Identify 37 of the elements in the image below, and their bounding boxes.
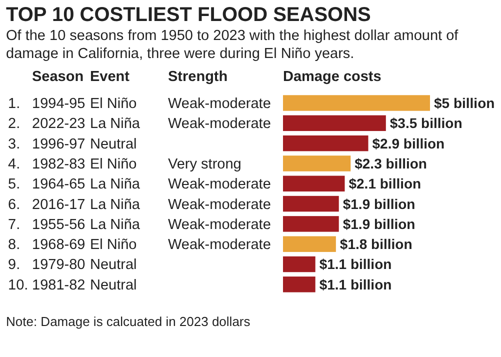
bar (283, 176, 345, 192)
data-label: $1.1 billion (319, 276, 392, 292)
bar (283, 256, 316, 272)
data-label: $1.1 billion (319, 256, 392, 272)
bar (283, 276, 316, 292)
text: Strength (168, 69, 228, 85)
text: Note: Damage is calcuated in 2023 dollars (6, 314, 251, 329)
category-label: 8. 1968-69 El Niño Weak-moderate (8, 237, 271, 254)
category-label: 2. 2022-23 La Niña Weak-moderate (8, 116, 271, 132)
data-label: $1.8 billion (340, 236, 412, 252)
text: Damage costs (283, 69, 382, 85)
bar (283, 196, 339, 212)
chart-subtitle: Of the 10 seasons from 1950 to 2023 with the highest dollar amount of damage in California, three were during El Niño years. (6, 28, 460, 62)
data-label: $2.3 billion (354, 155, 427, 172)
bar (283, 135, 368, 152)
category-label: 6. 2016-17 La Niña Weak-moderate (8, 196, 271, 213)
y-tick-label: 10. 1981-82 Neutral (8, 277, 137, 294)
category-label: 7. 1955-56 La Niña Weak-moderate (8, 216, 271, 233)
category-label: 1. 1994-95 El Niño Weak-moderate (8, 96, 271, 112)
text: Event (90, 69, 130, 85)
bar (283, 115, 386, 132)
category-label: 5. 1964-65 La Niña Weak-moderate (8, 176, 271, 193)
data-label: $5 billion (434, 94, 495, 111)
data-label: $1.9 billion (342, 216, 416, 232)
data-label: $2.1 billion (348, 176, 422, 192)
y-tick-label: 3. 1996-97 Neutral (8, 136, 137, 152)
chart-title: TOP 10 COSTLIEST FLOOD SEASONS (6, 4, 371, 26)
data-label: $3.5 billion (390, 115, 462, 132)
text: Season (32, 69, 84, 85)
y-tick-label: 9. 1979-80 Neutral (8, 257, 137, 274)
bar (283, 156, 351, 172)
bar (283, 95, 430, 111)
bar (283, 236, 336, 252)
data-label: $2.9 billion (372, 135, 445, 152)
category-label: 4. 1982-83 El Niño Very strong (8, 156, 242, 172)
data-label: $1.9 billion (342, 196, 416, 212)
bar (283, 216, 339, 232)
